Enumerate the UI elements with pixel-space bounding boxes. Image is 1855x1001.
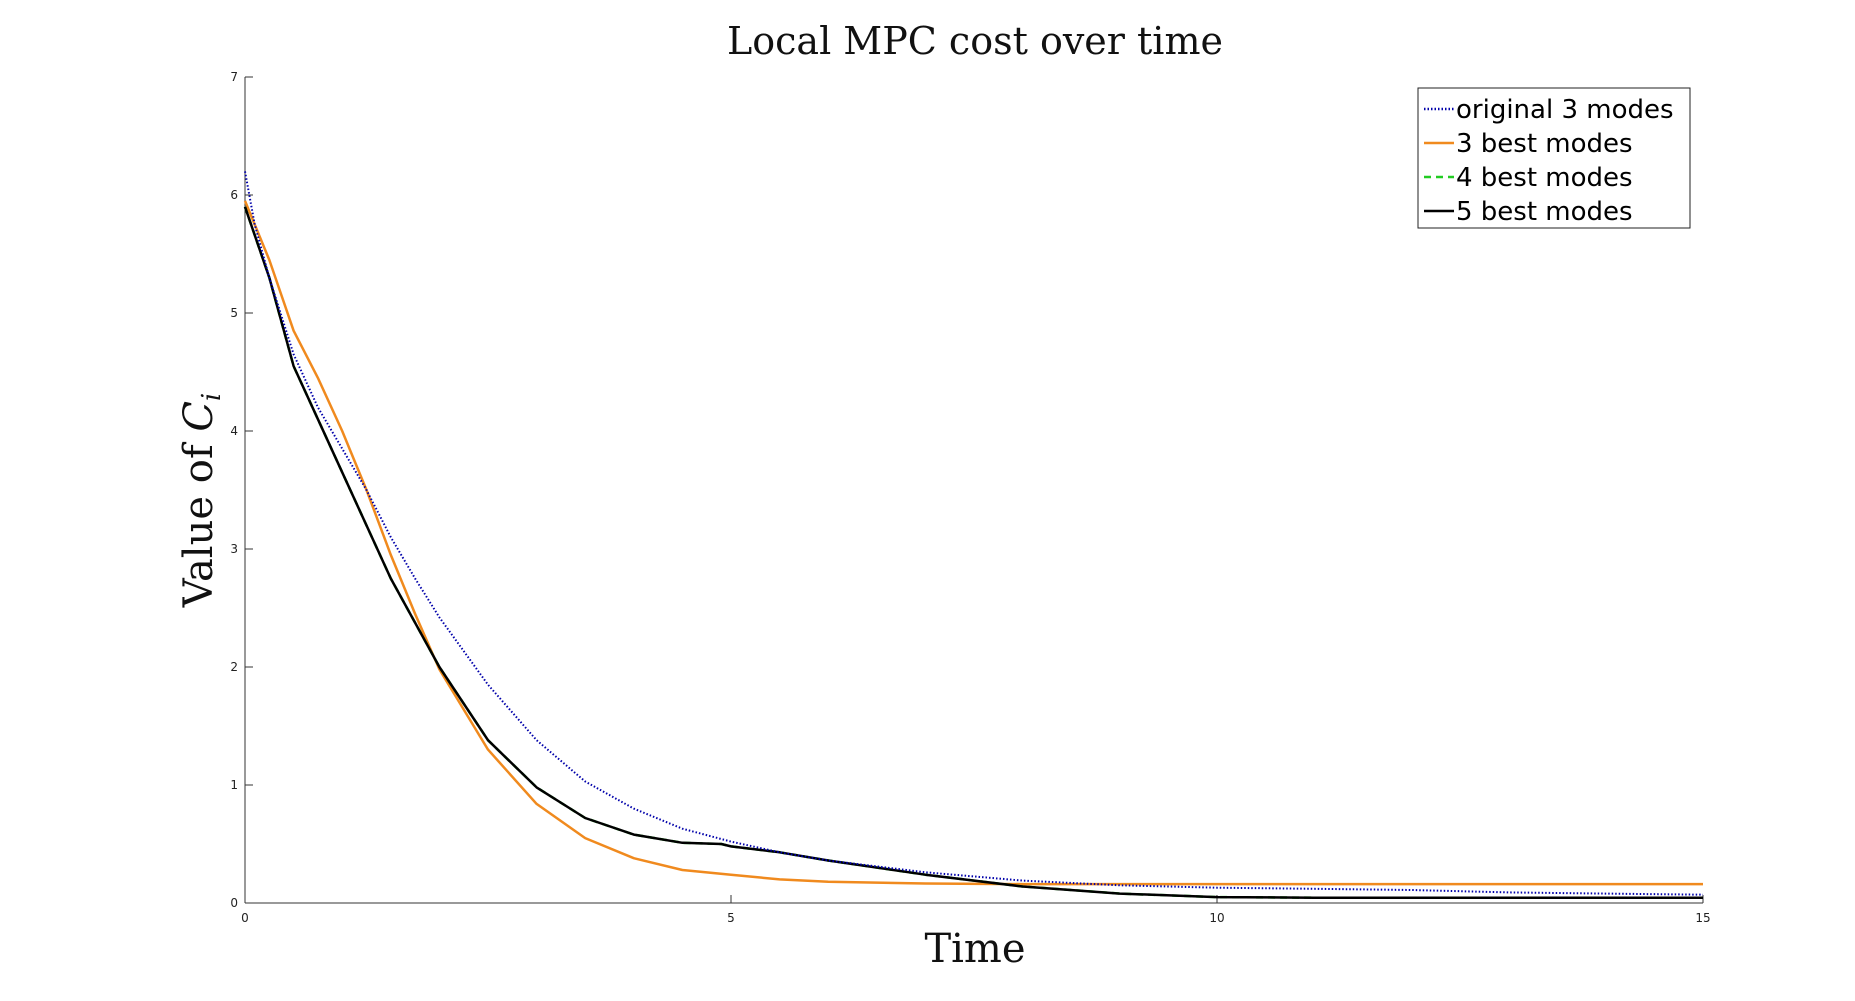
legend-entry-label: 5 best modes [1456,197,1633,227]
legend: original 3 modes 3 best modes 4 best modes… [1417,87,1691,229]
y-tick-label: 1 [230,778,238,792]
legend-entry-label: 3 best modes [1456,129,1633,159]
y-tick-label: 4 [230,424,238,438]
legend-entry-label: original 3 modes [1456,95,1674,125]
x-tick-label: 0 [241,911,249,925]
series-line-3-best-modes [243,200,1703,886]
y-tick-label: 7 [230,70,238,84]
axes: 0 5 10 15 0 1 2 3 4 5 6 7 [230,70,1710,925]
series-line-5-best-modes [243,206,1703,899]
series-line-4-best-modes [243,206,1703,899]
y-tick-label: 5 [230,306,238,320]
legend-box [1417,87,1691,229]
x-tick-label: 10 [1209,911,1224,925]
chart-title: Local MPC cost over time [727,19,1223,63]
y-tick-label: 0 [230,896,238,910]
y-axis-label: Value of Ci [176,393,227,609]
y-tick-label: 2 [230,660,238,674]
x-axis-label: Time [924,926,1025,972]
series-line-original-3-modes [244,171,1704,896]
series-layer [243,171,1704,899]
y-tick-label: 3 [230,542,238,556]
y-tick-label: 6 [230,188,238,202]
x-tick-label: 5 [727,911,735,925]
legend-entry-label: 4 best modes [1456,163,1633,193]
x-tick-label: 15 [1695,911,1710,925]
